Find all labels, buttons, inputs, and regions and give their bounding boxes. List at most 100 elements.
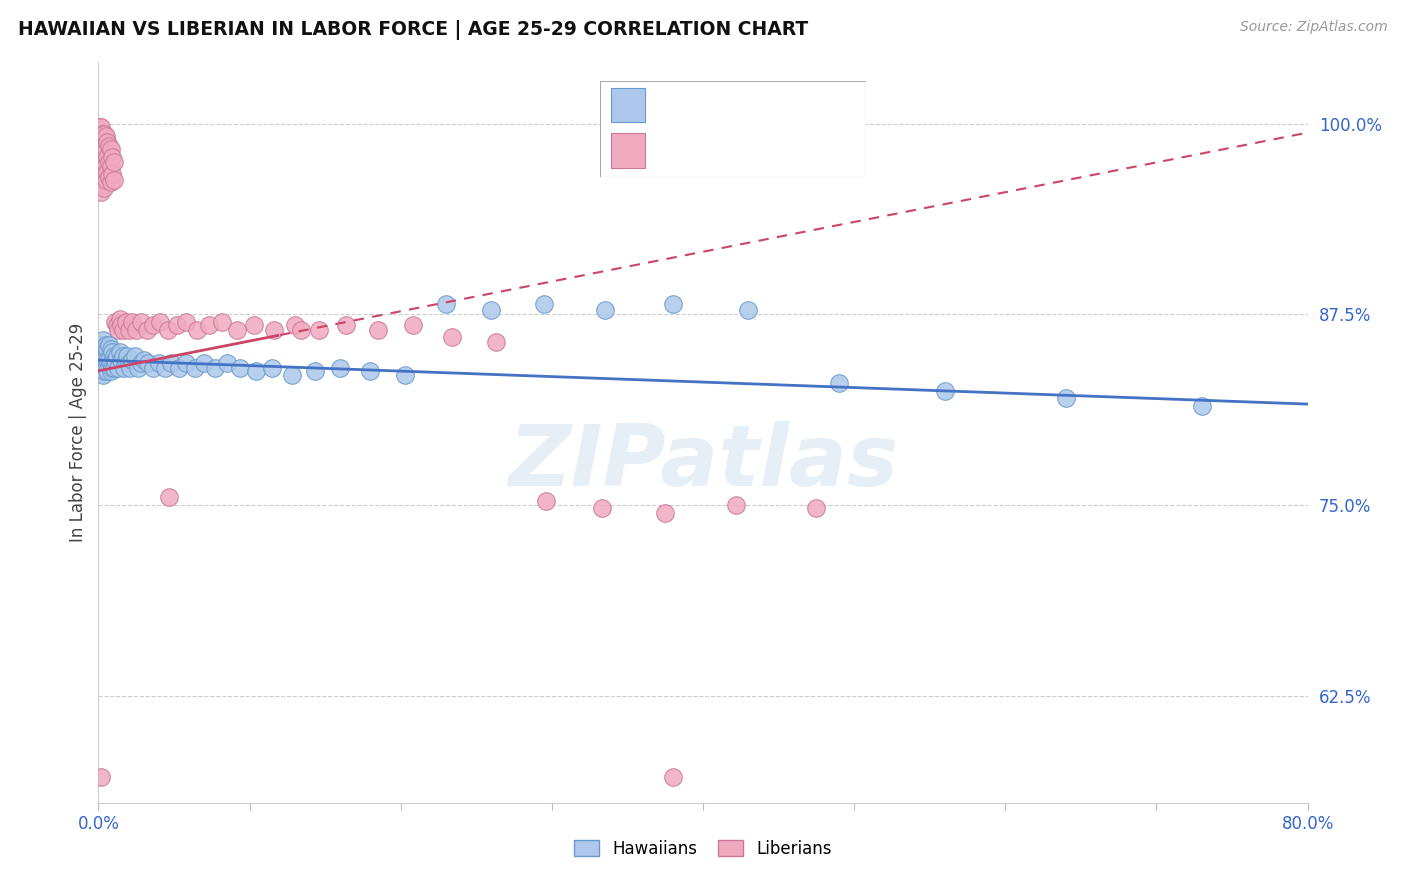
Point: [132, 353, 155, 368]
Point: [156, 322, 179, 336]
Point: [186, 322, 208, 336]
Point: [110, 353, 132, 368]
Point: [101, 167, 124, 181]
Point: [100, 343, 122, 357]
Point: [159, 491, 181, 505]
Point: [98, 169, 121, 184]
Point: [98, 353, 121, 368]
Point: [104, 315, 127, 329]
Point: [90, 174, 112, 188]
Point: [174, 315, 197, 329]
Point: [111, 322, 134, 336]
Point: [174, 356, 197, 370]
Point: [103, 360, 125, 375]
Point: [98, 139, 121, 153]
Point: [89, 162, 111, 177]
Text: ZIPatlas: ZIPatlas: [508, 421, 898, 504]
Point: [367, 322, 389, 336]
Point: [127, 360, 149, 375]
Point: [121, 315, 143, 329]
Point: [93, 127, 115, 141]
Point: [167, 360, 190, 375]
Point: [89, 349, 111, 363]
Point: [100, 364, 122, 378]
Point: [360, 364, 382, 378]
Point: [91, 165, 114, 179]
Point: [90, 770, 112, 784]
Point: [91, 178, 114, 192]
Point: [534, 493, 557, 508]
Point: [93, 180, 115, 194]
Point: [96, 353, 118, 368]
Point: [89, 135, 111, 149]
Point: [93, 154, 115, 169]
Point: [215, 356, 238, 370]
Point: [96, 343, 118, 357]
Point: [934, 384, 956, 398]
Point: [124, 349, 146, 363]
Point: [94, 158, 117, 172]
Point: [90, 120, 112, 134]
Point: [115, 349, 138, 363]
Point: [193, 356, 215, 370]
Point: [98, 338, 121, 352]
Point: [108, 345, 131, 359]
Point: [100, 174, 122, 188]
Point: [105, 318, 128, 332]
Point: [94, 349, 117, 363]
Point: [108, 312, 131, 326]
Point: [94, 360, 117, 375]
Point: [90, 132, 112, 146]
Point: [89, 173, 111, 187]
Point: [107, 360, 129, 375]
Point: [90, 345, 112, 359]
Point: [89, 127, 111, 141]
Point: [335, 318, 357, 332]
Point: [89, 120, 111, 134]
Point: [103, 349, 125, 363]
Y-axis label: In Labor Force | Age 25-29: In Labor Force | Age 25-29: [69, 323, 87, 542]
Point: [262, 360, 284, 375]
Point: [211, 315, 233, 329]
Point: [308, 322, 330, 336]
Point: [105, 349, 128, 363]
Point: [96, 135, 118, 149]
Point: [90, 360, 112, 375]
Point: [94, 173, 117, 187]
Point: [91, 127, 114, 141]
Point: [591, 501, 613, 516]
Point: [93, 343, 115, 357]
Point: [533, 296, 555, 310]
Point: [101, 150, 124, 164]
Point: [290, 322, 312, 336]
Point: [90, 147, 112, 161]
Point: [329, 360, 352, 375]
Point: [120, 360, 142, 375]
Point: [98, 154, 121, 169]
Point: [129, 356, 152, 370]
Point: [149, 315, 172, 329]
Point: [91, 139, 114, 153]
Point: [110, 318, 132, 332]
Point: [737, 302, 759, 317]
Legend: Hawaiians, Liberians: Hawaiians, Liberians: [568, 833, 838, 865]
Point: [142, 360, 165, 375]
Point: [160, 356, 183, 370]
Point: [806, 501, 828, 516]
Point: [94, 143, 117, 157]
Point: [441, 330, 464, 344]
Point: [93, 167, 115, 181]
Point: [229, 360, 252, 375]
Point: [593, 302, 616, 317]
Point: [91, 154, 114, 169]
Point: [104, 353, 127, 368]
Point: [197, 318, 219, 332]
Point: [89, 338, 111, 352]
Point: [661, 770, 683, 784]
Point: [121, 353, 143, 368]
Point: [129, 315, 152, 329]
Point: [135, 322, 157, 336]
Point: [284, 318, 307, 332]
Point: [107, 322, 129, 336]
Point: [90, 185, 112, 199]
